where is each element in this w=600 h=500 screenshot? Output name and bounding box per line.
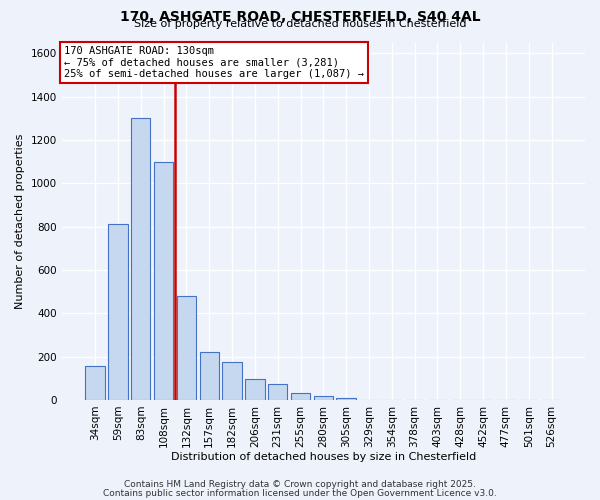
X-axis label: Distribution of detached houses by size in Chesterfield: Distribution of detached houses by size … [171, 452, 476, 462]
Bar [268, 384, 287, 400]
Bar [85, 366, 105, 400]
Bar [154, 162, 173, 400]
Bar [337, 398, 356, 400]
Bar [177, 296, 196, 400]
Text: Contains HM Land Registry data © Crown copyright and database right 2025.: Contains HM Land Registry data © Crown c… [124, 480, 476, 489]
Text: 170, ASHGATE ROAD, CHESTERFIELD, S40 4AL: 170, ASHGATE ROAD, CHESTERFIELD, S40 4AL [119, 10, 481, 24]
Bar [245, 380, 265, 400]
Bar [131, 118, 151, 400]
Text: Contains public sector information licensed under the Open Government Licence v3: Contains public sector information licen… [103, 488, 497, 498]
Y-axis label: Number of detached properties: Number of detached properties [15, 134, 25, 309]
Bar [200, 352, 219, 400]
Text: 170 ASHGATE ROAD: 130sqm
← 75% of detached houses are smaller (3,281)
25% of sem: 170 ASHGATE ROAD: 130sqm ← 75% of detach… [64, 46, 364, 80]
Bar [108, 224, 128, 400]
Bar [291, 394, 310, 400]
Bar [314, 396, 333, 400]
Text: Size of property relative to detached houses in Chesterfield: Size of property relative to detached ho… [134, 19, 466, 29]
Bar [223, 362, 242, 400]
